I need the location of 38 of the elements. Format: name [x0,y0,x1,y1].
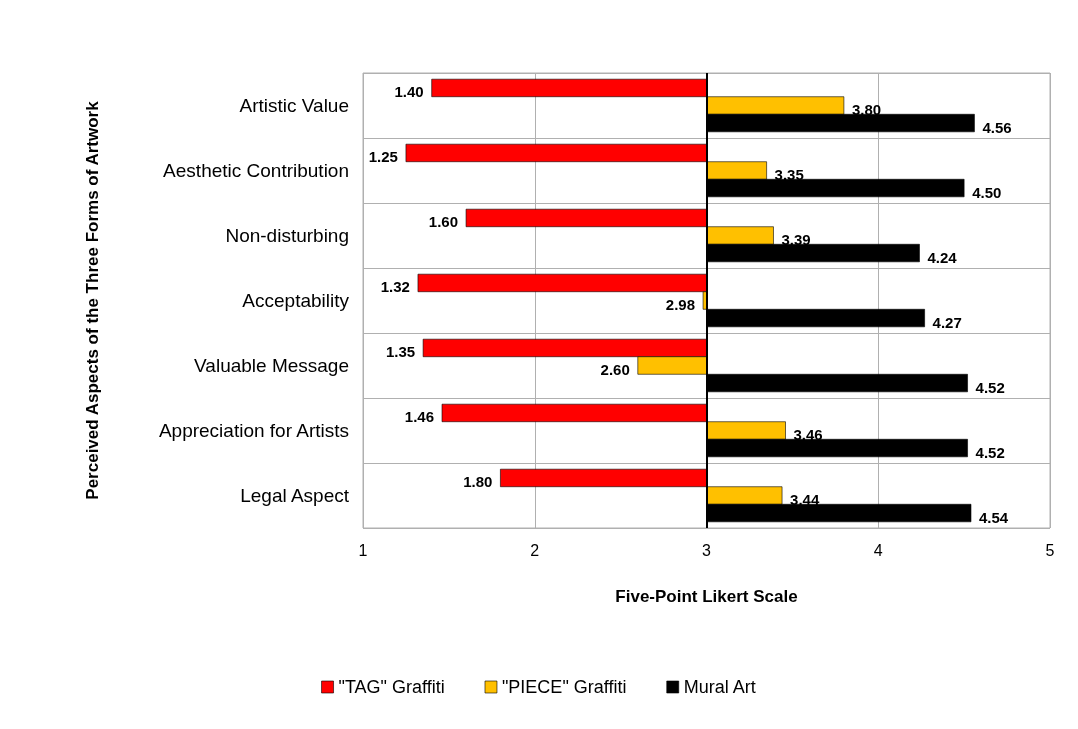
data-label: 1.32 [380,278,410,296]
y-tick-label: Legal Aspect [240,485,350,506]
data-label: 1.25 [368,148,398,166]
data-label: 1.40 [394,83,424,101]
y-tick-label: Aesthetic Contribution [163,160,349,181]
x-tick-label: 1 [358,541,368,559]
y-tick-label: Artistic Value [239,95,349,116]
y-axis-title: Perceived Aspects of the Three Forms of Artwork [83,100,102,500]
data-label: 1.35 [385,343,416,361]
y-tick-label: Valuable Message [194,355,349,376]
x-tick-label: 5 [1045,541,1055,559]
data-label: 2.98 [665,296,696,313]
data-label: 4.52 [975,443,1005,461]
data-label: 1.46 [404,408,435,426]
legend-label: "TAG" Graffiti [338,677,445,697]
x-tick-label: 2 [530,541,540,559]
data-label: 3.35 [774,166,804,183]
x-axis-title: Five-Point Likert Scale [615,587,798,606]
data-label: 4.50 [972,183,1002,201]
data-label: 4.24 [927,248,958,266]
data-label: 3.46 [793,426,823,443]
y-tick-label: Appreciation for Artists [158,420,349,441]
x-tick-label: 4 [873,541,883,559]
data-label: 2.60 [600,361,630,378]
x-tick-label: 3 [702,541,712,559]
legend-label: Mural Art [683,677,756,697]
y-tick-label: Acceptability [242,290,350,311]
data-label: 4.52 [975,378,1005,396]
data-label: 3.80 [851,101,882,118]
data-label: 4.27 [932,313,962,331]
data-label: 4.56 [982,118,1012,136]
data-label: 3.39 [781,231,811,248]
data-label: 1.80 [463,473,493,491]
legend-label: "PIECE" Graffiti [501,677,627,697]
y-tick-label: Non-disturbing [225,225,349,246]
data-label: 1.60 [428,213,459,231]
data-label: 3.44 [790,491,820,508]
data-label: 4.54 [978,508,1009,526]
